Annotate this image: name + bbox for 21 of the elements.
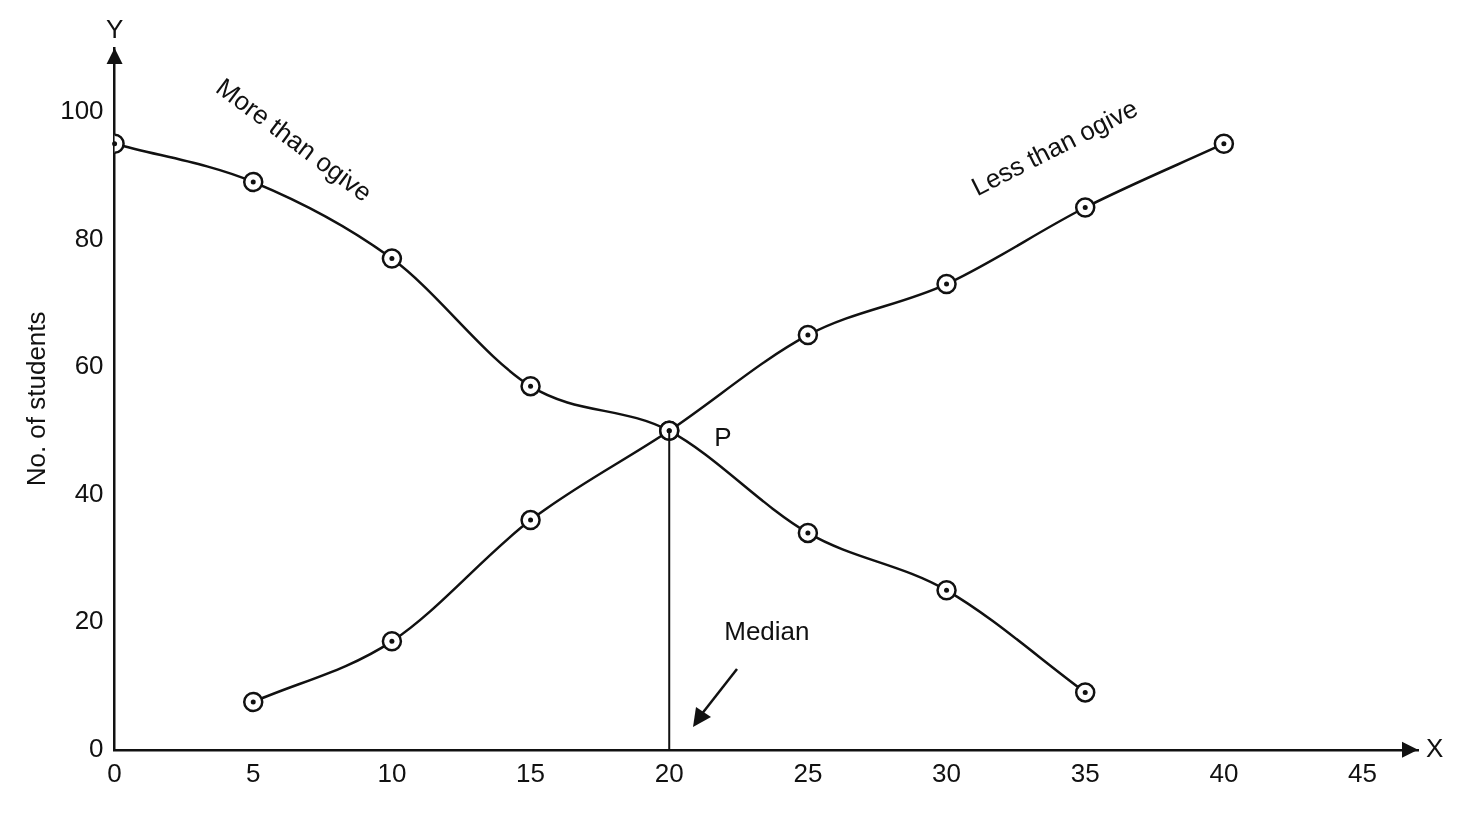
y-tick-label: 20	[74, 605, 104, 636]
x-tick-label: 25	[793, 757, 823, 788]
y-tick-label: 40	[74, 477, 104, 508]
annotation: Median	[724, 615, 810, 646]
text: Y	[105, 14, 124, 45]
x-tick-label: 5	[246, 757, 261, 788]
x-tick-label: 45	[1348, 757, 1377, 788]
x-tick-label: 10	[377, 757, 407, 788]
annotation: P	[714, 421, 732, 452]
x-tick-label: 35	[1070, 757, 1100, 788]
text: Less than ogive	[966, 92, 1143, 202]
y-tick-label: 100	[60, 94, 104, 125]
y-axis-title: No. of students	[20, 311, 51, 487]
text: X	[1426, 732, 1444, 763]
x-tick-label: 20	[654, 757, 684, 788]
x-tick-label: 40	[1209, 757, 1239, 788]
y-tick-label: 0	[89, 732, 104, 763]
y-tick-label: 60	[74, 350, 104, 381]
x-tick-label: 30	[932, 757, 962, 788]
x-tick-label: 15	[516, 757, 546, 788]
y-tick-label: 80	[74, 222, 104, 253]
